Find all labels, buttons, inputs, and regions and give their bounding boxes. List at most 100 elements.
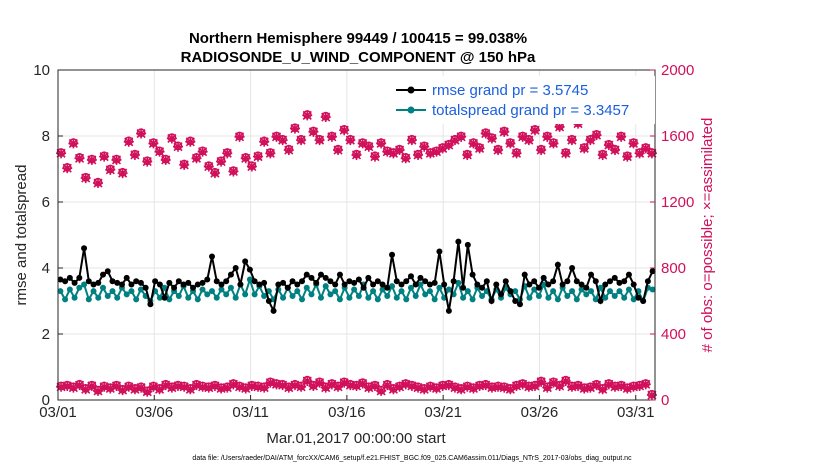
rmse-point	[261, 279, 268, 286]
rmse-point	[114, 279, 121, 286]
rmse-point	[317, 271, 324, 278]
series-assimilated_lower	[56, 376, 657, 401]
totalspread-point	[137, 286, 144, 293]
rmse-point	[393, 278, 400, 285]
rmse-point	[275, 281, 282, 288]
totalspread-point	[303, 284, 310, 291]
rmse-point	[502, 278, 509, 285]
obs-assimilated-point	[603, 140, 614, 151]
totalspread-point	[545, 294, 552, 301]
rmse-point	[644, 278, 651, 285]
obs-assimilated-point	[339, 377, 350, 388]
totalspread-point	[616, 288, 623, 295]
rmse-point	[270, 307, 277, 314]
x-tick-label: 03/01	[39, 404, 77, 421]
rmse-point	[545, 281, 552, 288]
rmse-point	[616, 279, 623, 286]
obs-assimilated-point	[271, 131, 282, 142]
obs-assimilated-point	[99, 151, 110, 162]
rmse-point	[71, 279, 78, 286]
rmse-point	[469, 271, 476, 278]
rmse-point	[142, 284, 149, 291]
obs-assimilated-point	[591, 130, 602, 141]
rmse-point	[346, 278, 353, 285]
obs-assimilated-point	[197, 381, 208, 392]
obs-assimilated-point	[111, 154, 122, 165]
totalspread-point	[346, 294, 353, 301]
y-right-tick-label: 800	[661, 260, 686, 277]
obs-assimilated-point	[314, 377, 325, 388]
totalspread-point	[223, 291, 230, 298]
y-tick-label: 0	[42, 392, 50, 409]
obs-assimilated-point	[369, 380, 380, 391]
rmse-point	[597, 298, 604, 304]
rmse-point	[479, 284, 486, 291]
rmse-point	[398, 281, 405, 288]
rmse-point	[85, 278, 92, 285]
totalspread-point	[554, 296, 561, 303]
rmse-point	[625, 271, 632, 278]
rmse-point	[455, 238, 462, 245]
totalspread-point	[564, 293, 571, 300]
obs-assimilated-point	[542, 131, 553, 142]
rmse-point	[161, 294, 168, 301]
obs-assimilated-point	[628, 381, 639, 392]
totalspread-point	[412, 293, 419, 300]
totalspread-point	[531, 286, 538, 293]
obs-assimilated-point	[493, 145, 504, 156]
obs-assimilated-point	[142, 156, 153, 167]
totalspread-point	[526, 294, 533, 301]
totalspread-point	[299, 296, 306, 303]
gridlines	[57, 69, 655, 401]
totalspread-point	[308, 291, 315, 298]
obs-assimilated-point	[554, 380, 565, 391]
totalspread-point	[213, 294, 220, 301]
obs-assimilated-point	[160, 380, 171, 391]
rmse-point	[493, 281, 500, 288]
obs-assimilated-point	[388, 384, 399, 395]
totalspread-point	[355, 293, 362, 300]
rmse-point	[223, 278, 230, 285]
totalspread-point	[445, 286, 452, 293]
totalspread-point	[156, 294, 163, 301]
rmse-point	[445, 307, 452, 314]
rmse-point	[284, 284, 291, 291]
totalspread-point	[469, 296, 476, 303]
obs-assimilated-point	[253, 151, 264, 162]
totalspread-point	[625, 286, 632, 293]
totalspread-point	[280, 294, 287, 301]
obs-assimilated-point	[357, 378, 368, 389]
obs-assimilated-point	[68, 138, 79, 149]
obs-assimilated-point	[339, 125, 350, 136]
rmse-point	[351, 279, 358, 286]
totalspread-point	[398, 288, 405, 295]
totalspread-point	[583, 291, 590, 298]
obs-assimilated-point	[259, 382, 270, 393]
rmse-point	[171, 284, 178, 291]
rmse-point	[640, 298, 647, 304]
totalspread-point	[597, 284, 604, 291]
obs-assimilated-point	[74, 380, 85, 391]
obs-assimilated-point	[142, 386, 153, 397]
obs-assimilated-point	[376, 138, 387, 149]
obs-assimilated-point	[449, 382, 460, 393]
rmse-point	[512, 298, 519, 304]
totalspread-point	[232, 294, 239, 301]
obs-assimilated-point	[234, 131, 245, 142]
y-right-tick-label: 1200	[661, 194, 694, 211]
obs-assimilated-point	[253, 381, 264, 392]
obs-assimilated-point	[554, 121, 565, 132]
obs-assimilated-point	[591, 380, 602, 391]
obs-assimilated-point	[173, 141, 184, 152]
rmse-point	[237, 281, 244, 288]
rmse-point	[185, 279, 192, 286]
x-axis-label: Mar.01,2017 00:00:00 start	[266, 430, 446, 447]
obs-assimilated-point	[419, 384, 430, 395]
obs-assimilated-point	[166, 133, 177, 144]
obs-assimilated-point	[203, 161, 214, 172]
obs-assimilated-point	[265, 148, 276, 159]
totalspread-point	[166, 296, 173, 303]
legend-spread-marker	[407, 106, 415, 114]
rmse-point	[649, 268, 656, 275]
